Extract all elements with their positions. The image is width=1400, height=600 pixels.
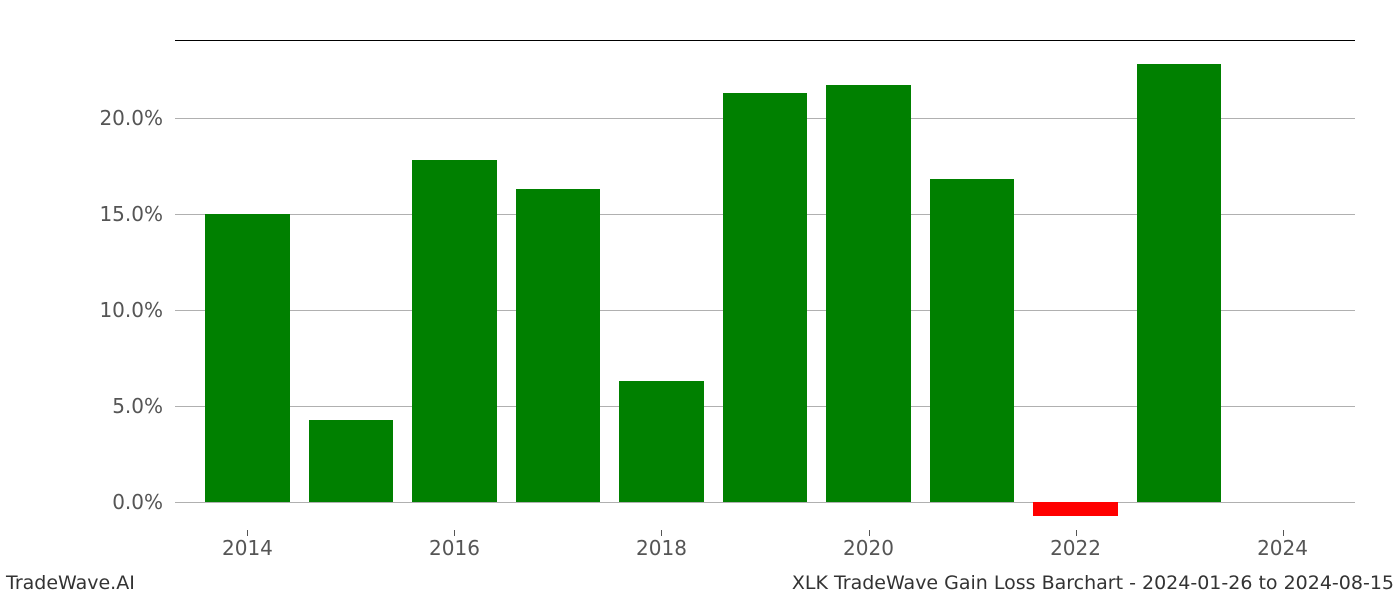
xtick-label: 2020	[843, 536, 894, 560]
xtick-label: 2018	[636, 536, 687, 560]
bar	[1033, 502, 1118, 515]
bar	[1137, 64, 1222, 502]
ytick-label: 5.0%	[112, 394, 163, 418]
bar	[516, 189, 601, 502]
plot-area: 0.0%5.0%10.0%15.0%20.0%20142016201820202…	[175, 40, 1355, 530]
footer-right-text: XLK TradeWave Gain Loss Barchart - 2024-…	[792, 572, 1394, 594]
xtick-label: 2016	[429, 536, 480, 560]
bar	[309, 420, 394, 503]
xtick-label: 2022	[1050, 536, 1101, 560]
ytick-label: 0.0%	[112, 490, 163, 514]
chart-container: 0.0%5.0%10.0%15.0%20.0%20142016201820202…	[175, 40, 1355, 530]
ytick-label: 20.0%	[99, 106, 163, 130]
xtick-label: 2014	[222, 536, 273, 560]
bar	[826, 85, 911, 502]
footer-left-text: TradeWave.AI	[6, 572, 135, 594]
bar	[723, 93, 808, 502]
gridline	[175, 502, 1355, 503]
ytick-label: 10.0%	[99, 298, 163, 322]
bar	[412, 160, 497, 502]
bar	[205, 214, 290, 502]
bar	[930, 179, 1015, 502]
xtick-label: 2024	[1257, 536, 1308, 560]
ytick-label: 15.0%	[99, 202, 163, 226]
bar	[619, 381, 704, 502]
